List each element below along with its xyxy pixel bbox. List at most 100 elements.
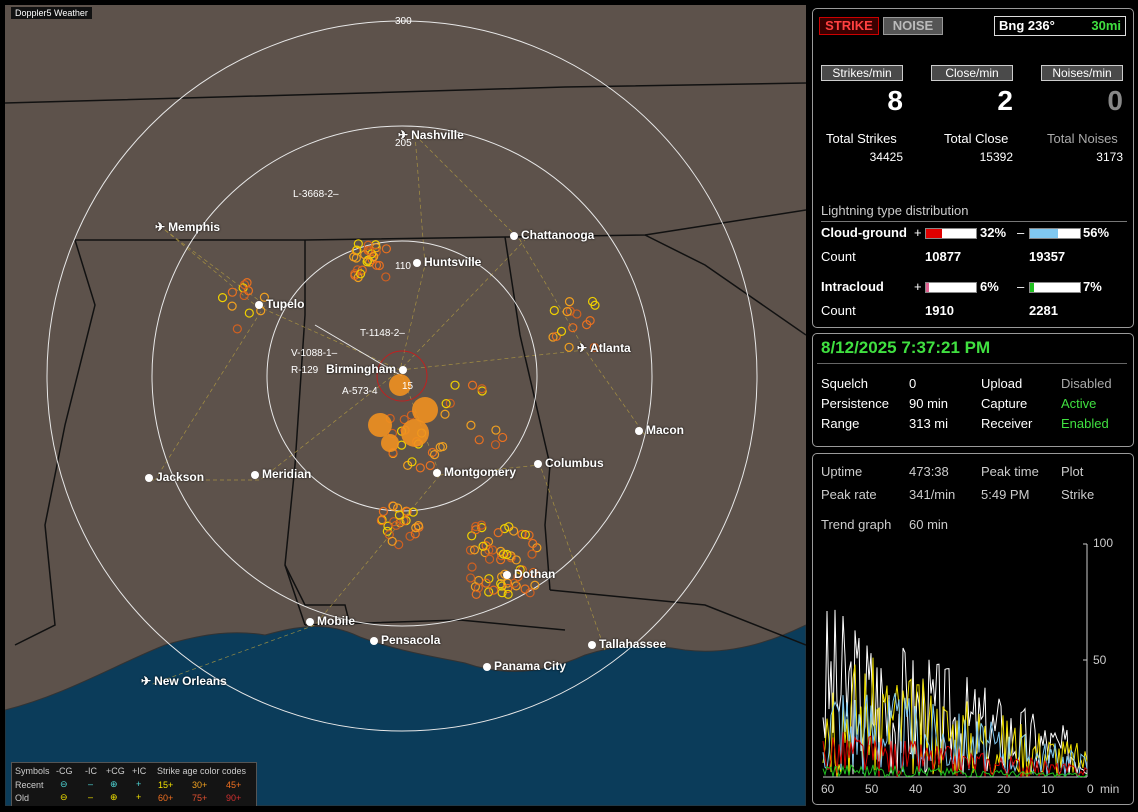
legend-age-60: 60+ [158,793,174,803]
range-setting-value[interactable]: 313 mi [909,416,949,431]
city-nashville[interactable]: ✈ Nashville [398,128,464,142]
legend-ic-plus: +IC [132,766,147,776]
ring-label-110: 110 [395,261,411,272]
strike-marker [371,260,382,270]
strike-marker [528,538,538,549]
strike-marker [511,581,521,591]
strike-marker [405,531,415,541]
city-montgomery[interactable]: Montgomery [433,465,516,479]
strike-marker [355,269,366,279]
bearing-box[interactable]: Bng 236° 30mi [994,16,1126,36]
strike-marker [407,457,417,467]
strike-marker [528,567,539,578]
city-birmingham[interactable]: Birmingham [326,362,410,376]
city-jackson[interactable]: Jackson [145,470,204,484]
city-dot-icon [534,460,542,468]
uptime-label: Uptime [821,464,863,479]
city-dot-icon [370,637,378,645]
plot-value[interactable]: Strike [1061,487,1095,502]
upload-value[interactable]: Disabled [1061,376,1112,391]
trend-graph-value[interactable]: 60 min [909,517,949,532]
cg-positive-bar [925,228,977,239]
strike-marker [562,306,572,317]
strike-marker [498,432,508,443]
storm-label[interactable]: R-129 [291,365,319,376]
cg-negative-count: 19357 [1029,249,1066,264]
strike-marker [467,562,477,572]
range-value: 30mi [1091,18,1121,33]
squelch-value[interactable]: 0 [909,376,917,391]
strike-marker [489,585,499,595]
total-noises-label: Total Noises [1047,131,1118,146]
strike-marker [556,326,567,336]
strike-marker [381,244,392,254]
trend-graph [822,543,1088,779]
x-tick-60: 60 [821,782,835,796]
city-tupelo[interactable]: Tupelo [255,297,304,311]
strike-marker [349,252,359,262]
city-mobile[interactable]: Mobile [306,614,355,628]
total-noises-value: 3173 [1096,150,1123,164]
city-panama-city[interactable]: Panama City [483,659,566,673]
city-tallahassee[interactable]: Tallahassee [588,637,666,651]
trend-panel: Uptime 473:38 Peak time Plot Peak rate 3… [812,453,1134,805]
city-memphis[interactable]: ✈ Memphis [155,220,221,234]
squelch-label: Squelch [821,376,868,391]
strike-mode-button[interactable]: STRIKE [819,17,879,35]
city-dothan[interactable]: Dothan [503,567,555,581]
total-strikes-label: Total Strikes [826,131,897,146]
strikes-per-min-value: 8 [887,85,903,116]
strike-marker [413,520,423,531]
ic-negative-bar [1029,282,1081,293]
lightning-map[interactable]: Doppler5 Weather 300 205 110 15 ✈ Nashvil… [5,5,806,806]
strike-marker [445,398,455,408]
strike-marker [244,308,254,318]
city-dot-icon [503,571,511,579]
strike-marker [408,507,418,517]
city-columbus[interactable]: Columbus [534,456,604,470]
strike-marker [227,301,237,311]
strike-marker [440,409,450,419]
strike-marker [411,523,421,533]
city-huntsville[interactable]: Huntsville [413,255,481,269]
strike-marker [589,342,599,352]
airport-icon: ✈ [398,128,409,142]
city-new-orleans[interactable]: ✈ New Orleans [141,674,227,688]
city-dot-icon [433,469,441,477]
strike-marker [564,342,574,352]
trend-line [822,693,1088,778]
strike-cluster [412,397,438,423]
storm-label[interactable]: V-1088-1– [291,348,338,359]
strike-marker [363,240,373,250]
storm-label[interactable]: L-3668-2– [293,189,339,200]
strike-marker [527,549,537,559]
strikes-per-min-button[interactable]: Strikes/min [821,65,903,81]
ic-minus-sign: – [1017,279,1025,294]
city-macon[interactable]: Macon [635,423,684,437]
close-per-min-button[interactable]: Close/min [931,65,1013,81]
storm-label[interactable]: T-1148-2– [360,328,405,339]
strike-marker [399,516,409,526]
strike-marker [524,530,534,540]
strike-marker [399,414,409,425]
storm-label[interactable]: A-573-4 [342,386,378,397]
brand-label: Doppler5 Weather [11,7,92,19]
legend-age-90: 90+ [226,793,242,803]
noises-per-min-button[interactable]: Noises/min [1041,65,1123,81]
city-pensacola[interactable]: Pensacola [370,633,440,647]
receiver-value[interactable]: Enabled [1061,416,1109,431]
strike-marker [484,574,494,584]
datetime-display: 8/12/2025 7:37:21 PM [821,338,991,357]
city-atlanta[interactable]: ✈ Atlanta [577,341,631,355]
strike-marker [484,554,495,564]
city-chattanooga[interactable]: Chattanooga [510,228,594,242]
capture-value[interactable]: Active [1061,396,1097,411]
strike-marker [520,584,530,594]
legend-age-label: Strike age color codes [157,766,247,776]
strike-marker [465,573,476,583]
total-strikes-value: 34425 [869,150,903,164]
city-meridian[interactable]: Meridian [251,467,311,481]
persistence-value[interactable]: 90 min [909,396,949,411]
noise-mode-button[interactable]: NOISE [883,17,943,35]
city-dot-icon [306,618,314,626]
